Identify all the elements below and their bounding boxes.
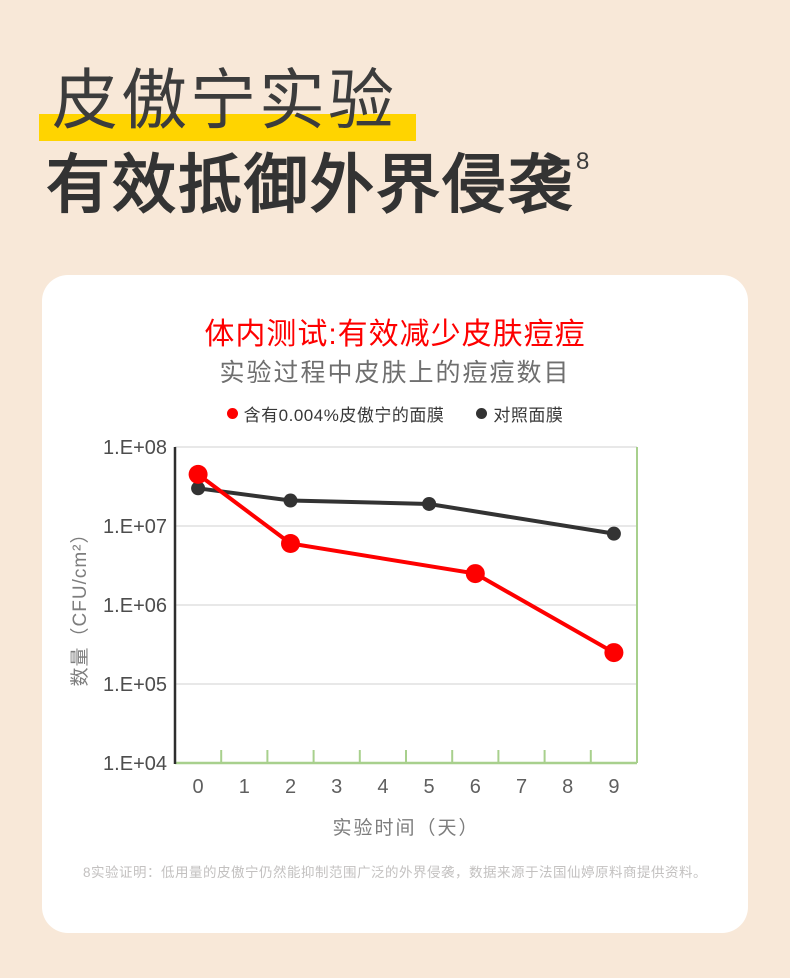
legend-label: 对照面膜 [493, 406, 564, 425]
x-axis-title: 实验时间（天） [332, 817, 479, 839]
legend-label: 含有0.004%皮傲宁的面膜 [243, 406, 445, 425]
x-tick-label: 9 [608, 776, 619, 798]
series-line [197, 486, 615, 536]
chart-subtitle: 实验过程中皮肤上的痘痘数目 [219, 359, 571, 387]
x-tick-label: 4 [377, 776, 388, 798]
x-tick-label: 7 [516, 776, 527, 798]
hero-title-text: 皮傲宁实验 [52, 63, 397, 137]
data-point [422, 496, 437, 511]
x-tick-label: 6 [470, 776, 481, 798]
y-tick-label: 1.E+05 [103, 674, 167, 696]
data-point [283, 493, 298, 508]
line-chart-svg: 1.E+08 1.E+07 1.E+06 1.E+05 1.E+04 0 1 2 3 4 5 6 7 8 9… [69, 437, 638, 839]
data-point [606, 526, 621, 541]
chart-legend: 含有0.004%皮傲宁的面膜 对照面膜 [42, 401, 748, 426]
series-line [196, 472, 615, 655]
x-tick-label: 2 [285, 776, 296, 798]
y-tick-label: 1.E+07 [103, 516, 167, 538]
legend-item: 对照面膜 [476, 401, 563, 426]
chart-title: 体内测试:有效减少皮肤痘痘 [204, 318, 586, 351]
chart-card: 体内测试:有效减少皮肤痘痘 实验过程中皮肤上的痘痘数目 含有0.004%皮傲宁的… [42, 275, 748, 933]
chart-area: 1.E+08 1.E+07 1.E+06 1.E+05 1.E+04 0 1 2 3 4 5 6 7 8 9… [42, 430, 748, 850]
hero-title: 皮傲宁实验 [52, 63, 397, 138]
x-tick-label: 3 [331, 776, 342, 798]
x-tick-label: 0 [193, 776, 204, 798]
y-tick-label: 1.E+08 [103, 437, 167, 459]
data-point [281, 534, 300, 554]
x-tick-label: 8 [562, 776, 573, 798]
footnote-reference-superscript: 8 [576, 148, 590, 175]
x-tick-label: 5 [424, 776, 435, 798]
data-point [191, 481, 206, 496]
x-tick-label: 1 [239, 776, 250, 798]
legend-dot-icon [476, 408, 488, 419]
y-axis-title: 数量（CFU/cm²） [69, 524, 91, 687]
legend-dot-icon [226, 408, 238, 419]
y-tick-label: 1.E+06 [103, 595, 167, 617]
footnote-text: 8实验证明：低用量的皮傲宁仍然能抑制范围广泛的外界侵袭，数据来源于法国仙婷原料商… [82, 865, 707, 880]
data-point [188, 464, 208, 484]
data-point [604, 643, 624, 663]
hero-section: 皮傲宁实验 有效抵御外界侵袭8 [0, 0, 790, 275]
y-tick-label: 1.E+04 [103, 753, 167, 775]
hero-subtitle: 有效抵御外界侵袭8 [46, 148, 589, 223]
yellow-highlight-bar [39, 114, 416, 141]
data-point [465, 564, 485, 584]
hero-subtitle-text: 有效抵御外界侵袭 [46, 149, 574, 221]
legend-item: 含有0.004%皮傲宁的面膜 [226, 401, 445, 426]
